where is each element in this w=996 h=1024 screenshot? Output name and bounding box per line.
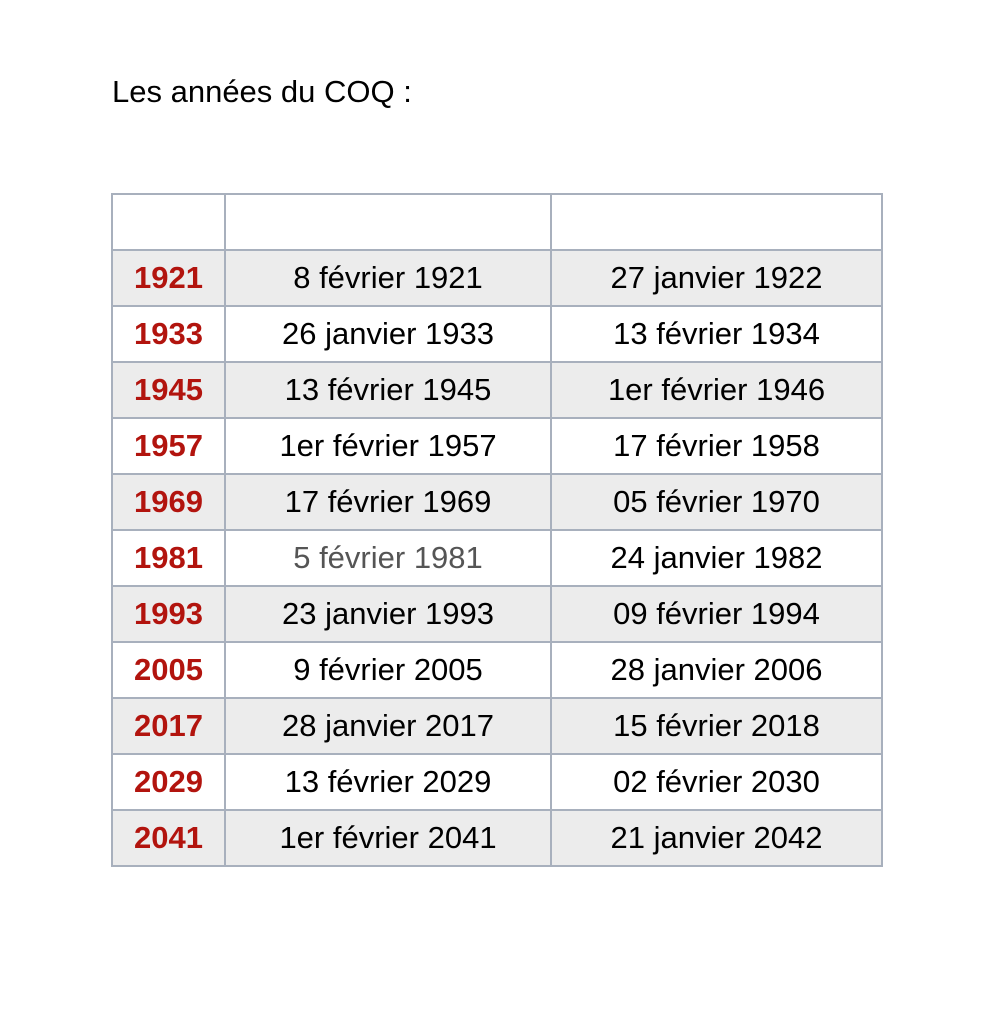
end-date-cell: 17 février 1958 <box>550 417 883 475</box>
end-date-cell: 27 janvier 1922 <box>550 249 883 307</box>
start-date-cell: 1er février 2041 <box>224 809 552 867</box>
table-row: 2005 9 février 2005 28 janvier 2006 <box>111 641 883 699</box>
table-row: 1945 13 février 1945 1er février 1946 <box>111 361 883 419</box>
start-date-cell: 5 février 1981 <box>224 529 552 587</box>
table-row: 2017 28 janvier 2017 15 février 2018 <box>111 697 883 755</box>
year-cell: 1957 <box>111 417 226 475</box>
year-cell: 1933 <box>111 305 226 363</box>
page-title: Les années du COQ : <box>112 74 412 109</box>
year-cell: 2029 <box>111 753 226 811</box>
year-cell: 1981 <box>111 529 226 587</box>
year-cell: 1921 <box>111 249 226 307</box>
end-date-cell: 09 février 1994 <box>550 585 883 643</box>
table-row: 2029 13 février 2029 02 février 2030 <box>111 753 883 811</box>
table-row: 1921 8 février 1921 27 janvier 1922 <box>111 249 883 307</box>
table-row: 2041 1er février 2041 21 janvier 2042 <box>111 809 883 867</box>
table-row: 1969 17 février 1969 05 février 1970 <box>111 473 883 531</box>
header-cell-year <box>111 193 226 251</box>
start-date-cell: 26 janvier 1933 <box>224 305 552 363</box>
start-date-cell: 9 février 2005 <box>224 641 552 699</box>
table-row: 1981 5 février 1981 24 janvier 1982 <box>111 529 883 587</box>
end-date-cell: 05 février 1970 <box>550 473 883 531</box>
rooster-years-table: 1921 8 février 1921 27 janvier 1922 1933… <box>111 193 883 867</box>
year-cell: 1993 <box>111 585 226 643</box>
start-date-cell: 23 janvier 1993 <box>224 585 552 643</box>
table-row: 1993 23 janvier 1993 09 février 1994 <box>111 585 883 643</box>
table-row: 1933 26 janvier 1933 13 février 1934 <box>111 305 883 363</box>
year-cell: 2041 <box>111 809 226 867</box>
start-date-cell: 17 février 1969 <box>224 473 552 531</box>
header-cell-end <box>550 193 883 251</box>
end-date-cell: 13 février 1934 <box>550 305 883 363</box>
year-cell: 2017 <box>111 697 226 755</box>
header-cell-start <box>224 193 552 251</box>
start-date-cell: 8 février 1921 <box>224 249 552 307</box>
end-date-cell: 02 février 2030 <box>550 753 883 811</box>
year-cell: 2005 <box>111 641 226 699</box>
end-date-cell: 15 février 2018 <box>550 697 883 755</box>
start-date-cell: 13 février 1945 <box>224 361 552 419</box>
end-date-cell: 28 janvier 2006 <box>550 641 883 699</box>
rooster-years-table-container: 1921 8 février 1921 27 janvier 1922 1933… <box>111 193 883 867</box>
end-date-cell: 24 janvier 1982 <box>550 529 883 587</box>
table-header-row <box>111 193 883 251</box>
table-row: 1957 1er février 1957 17 février 1958 <box>111 417 883 475</box>
start-date-cell: 28 janvier 2017 <box>224 697 552 755</box>
year-cell: 1969 <box>111 473 226 531</box>
end-date-cell: 21 janvier 2042 <box>550 809 883 867</box>
start-date-cell: 13 février 2029 <box>224 753 552 811</box>
end-date-cell: 1er février 1946 <box>550 361 883 419</box>
start-date-cell: 1er février 1957 <box>224 417 552 475</box>
year-cell: 1945 <box>111 361 226 419</box>
